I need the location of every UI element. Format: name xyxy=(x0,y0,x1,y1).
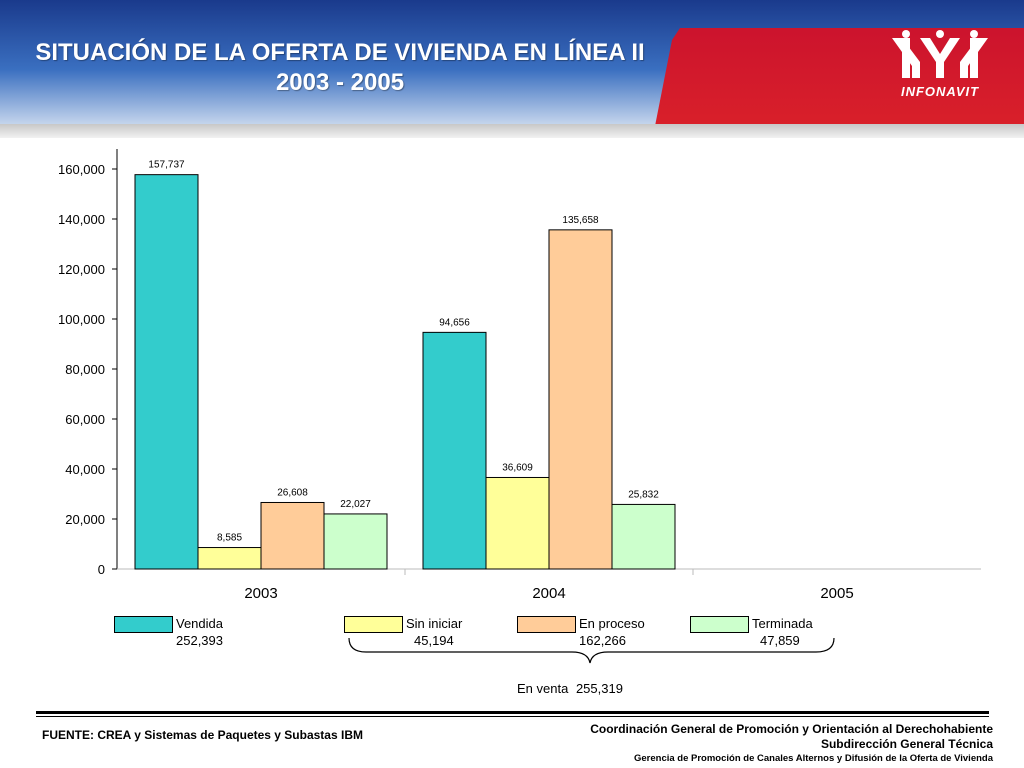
y-tick-label: 80,000 xyxy=(65,362,105,377)
x-category-label: 2005 xyxy=(820,585,853,602)
data-label: 22,027 xyxy=(340,499,371,510)
legend-swatch-vendida xyxy=(114,616,173,633)
logo-text: INFONAVIT xyxy=(900,84,980,99)
footer-divider-thin xyxy=(36,716,989,717)
data-label: 26,608 xyxy=(277,487,308,498)
bar-sin-iniciar-2003 xyxy=(197,547,262,570)
x-category-label: 2003 xyxy=(244,585,277,602)
legend-total-en-proceso: 162,266 xyxy=(579,633,626,648)
en-venta-label: En venta xyxy=(517,681,569,696)
legend-label-en-proceso: En proceso xyxy=(579,616,645,631)
data-label: 8,585 xyxy=(217,533,242,544)
y-tick-label: 160,000 xyxy=(58,162,105,177)
footer-divider xyxy=(36,711,989,714)
title-line-2: 2003 - 2005 xyxy=(275,69,405,96)
y-tick-label: 40,000 xyxy=(65,462,105,477)
bar-chart: 0 20,000 40,000 60,000 80,000 100,000 120,000 1… xyxy=(58,149,981,602)
y-tick-label: 120,000 xyxy=(58,262,105,277)
en-venta-total: En venta 255,319 xyxy=(517,681,623,696)
y-tick-label: 0 xyxy=(98,562,105,577)
title-line-1: SITUACIÓN DE LA OFERTA DE VIVIENDA EN LÍ… xyxy=(35,39,645,66)
en-venta-value: 255,319 xyxy=(575,681,623,696)
data-label: 25,832 xyxy=(628,489,659,500)
footer-credit-line-3: Gerencia de Promoción de Canales Alterno… xyxy=(634,753,993,764)
bar-terminada-2004 xyxy=(611,503,676,570)
legend-swatch-sin-iniciar xyxy=(344,616,403,633)
header-gray-strip xyxy=(0,124,1024,138)
legend-total-sin-iniciar: 45,194 xyxy=(414,633,454,648)
y-tick-label: 20,000 xyxy=(65,512,105,527)
infonavit-logo-icon xyxy=(892,30,988,78)
footer-credit-line-1: Coordinación General de Promoción y Orie… xyxy=(590,722,993,736)
legend-total-terminada: 47,859 xyxy=(760,633,800,648)
bar-vendida-2004 xyxy=(422,331,487,570)
data-label: 94,656 xyxy=(439,317,470,328)
y-tick-label: 140,000 xyxy=(58,212,105,227)
bar-en-proceso-2004 xyxy=(548,229,613,570)
bar-terminada-2003 xyxy=(323,513,388,570)
legend-swatch-terminada xyxy=(690,616,749,633)
legend-label-vendida: Vendida xyxy=(176,616,223,631)
header-banner: SITUACIÓN DE LA OFERTA DE VIVIENDA EN LÍ… xyxy=(0,0,1024,138)
footer-source: FUENTE: CREA y Sistemas de Paquetes y Su… xyxy=(42,728,363,742)
bar-vendida-2003 xyxy=(134,174,199,570)
bar-en-proceso-2003 xyxy=(260,501,325,570)
legend-total-vendida: 252,393 xyxy=(176,633,223,648)
data-label: 157,737 xyxy=(148,160,185,171)
x-category-label: 2004 xyxy=(532,585,565,602)
legend-swatch-en-proceso xyxy=(517,616,576,633)
slide-title: SITUACIÓN DE LA OFERTA DE VIVIENDA EN LÍ… xyxy=(0,38,680,98)
en-venta-brace xyxy=(348,637,835,664)
legend-label-terminada: Terminada xyxy=(752,616,813,631)
footer-credits: Coordinación General de Promoción y Orie… xyxy=(590,722,993,766)
y-tick-label: 100,000 xyxy=(58,312,105,327)
data-label: 36,609 xyxy=(502,462,533,473)
data-label: 135,658 xyxy=(562,215,599,226)
y-tick-label: 60,000 xyxy=(65,412,105,427)
legend-label-sin-iniciar: Sin iniciar xyxy=(406,616,463,631)
bar-sin-iniciar-2004 xyxy=(485,476,550,570)
footer-credit-line-2: Subdirección General Técnica xyxy=(820,737,993,751)
